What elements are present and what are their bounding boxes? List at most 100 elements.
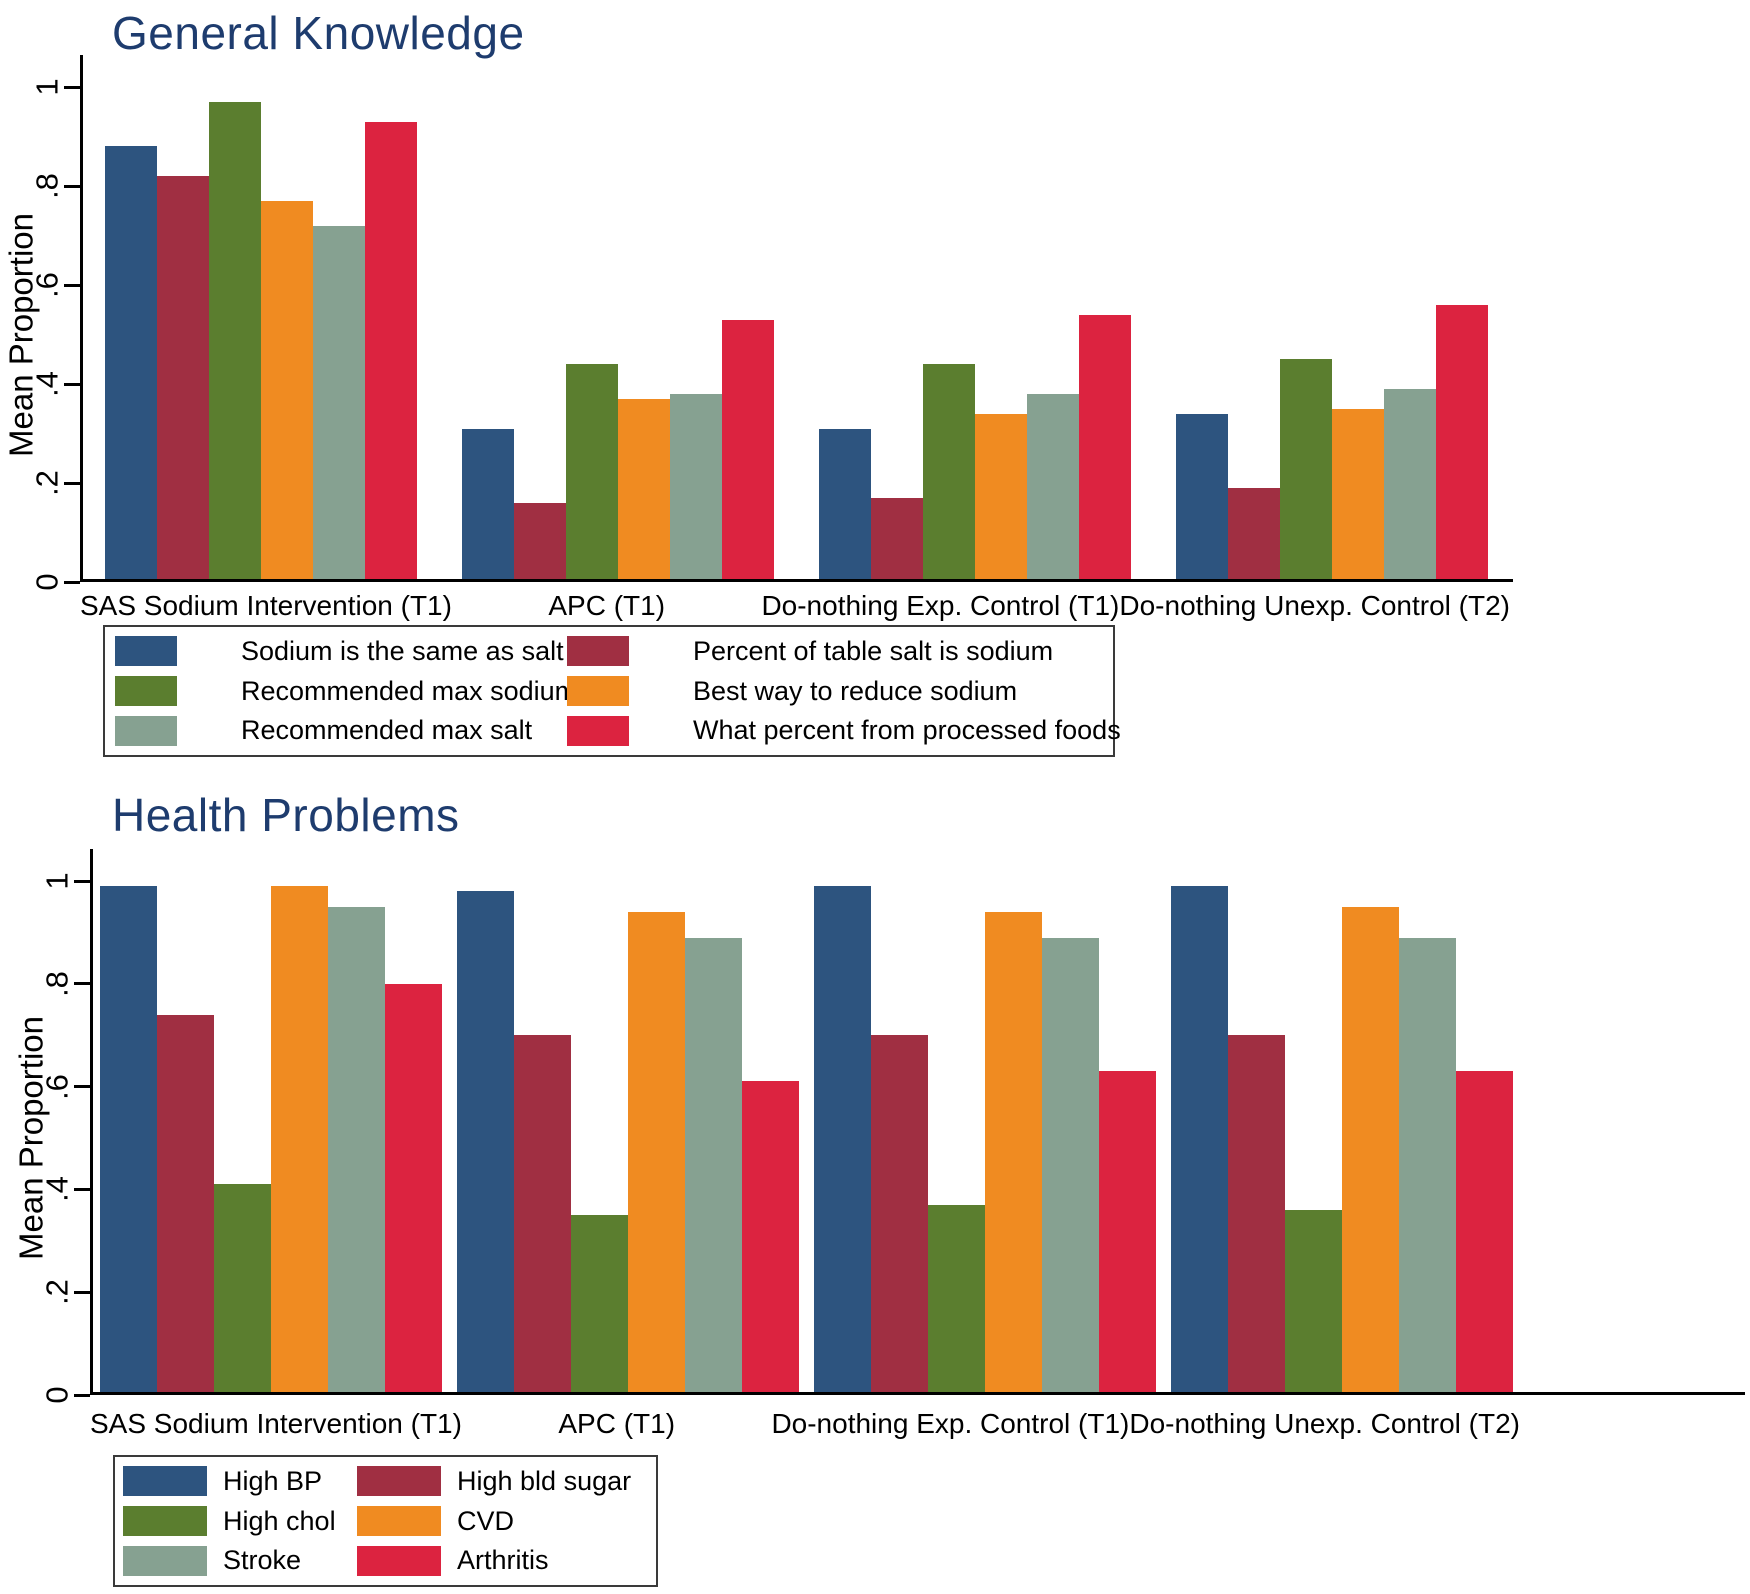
bar-group xyxy=(1153,304,1510,582)
bar xyxy=(722,319,775,582)
x-category-label: SAS Sodium Intervention (T1) xyxy=(90,1408,462,1439)
bar xyxy=(1284,1209,1342,1395)
legend-label: Arthritis xyxy=(457,1545,549,1576)
legend-health-problems: High BP High bld sugar High chol CVD Stroke A… xyxy=(113,1455,658,1587)
bar xyxy=(1435,304,1488,582)
bar xyxy=(818,428,871,582)
x-category-label: SAS Sodium Intervention (T1) xyxy=(80,590,452,621)
bar xyxy=(514,1035,572,1395)
bar xyxy=(1398,937,1456,1395)
bar xyxy=(742,1081,800,1395)
bar xyxy=(214,1184,272,1395)
y-tick xyxy=(64,184,80,188)
y-tick xyxy=(64,382,80,386)
bar xyxy=(1331,408,1384,582)
bar xyxy=(685,937,743,1395)
bar-groups xyxy=(93,849,1520,1395)
x-category-label: Do-nothing Unexp. Control (T2) xyxy=(1119,590,1510,621)
bar xyxy=(365,121,418,582)
legend-item: High chol xyxy=(123,1506,357,1537)
legend-item: What percent from processed foods xyxy=(567,715,1121,746)
legend-label: Recommended max sodium xyxy=(241,675,578,706)
bar xyxy=(457,891,515,1395)
legend-swatch xyxy=(357,1506,441,1536)
legend-label: High bld sugar xyxy=(457,1465,632,1496)
bar-group xyxy=(797,314,1154,582)
legend-label: High BP xyxy=(223,1465,323,1496)
bar xyxy=(385,983,443,1395)
bar xyxy=(571,1215,629,1395)
bar-group xyxy=(1163,886,1520,1395)
bar-groups xyxy=(83,55,1510,582)
legend-label: Best way to reduce sodium xyxy=(693,675,1018,706)
y-tick xyxy=(74,1187,90,1191)
legend-label: Stroke xyxy=(223,1545,302,1576)
legend-swatch xyxy=(123,1545,207,1576)
x-axis-line xyxy=(90,1392,1745,1395)
legend-swatch xyxy=(123,1466,207,1497)
bar xyxy=(1078,314,1131,582)
bar xyxy=(261,200,314,582)
bar xyxy=(813,886,871,1395)
y-tick xyxy=(74,1085,90,1089)
chart-title-health-problems: Health Problems xyxy=(112,789,460,841)
y-tick-label: .8 xyxy=(29,173,65,199)
y-tick xyxy=(74,982,90,986)
legend-label: CVD xyxy=(457,1505,515,1536)
bar xyxy=(1341,906,1399,1395)
bar xyxy=(670,393,723,582)
bar-group xyxy=(440,319,797,582)
y-tick-label: 0 xyxy=(29,573,65,591)
legend-item: Percent of table salt is sodium xyxy=(567,636,1121,667)
legend-item: Arthritis xyxy=(357,1545,656,1576)
legend-label: Percent of table salt is sodium xyxy=(693,635,1054,666)
x-axis-line xyxy=(80,579,1513,582)
bar-group xyxy=(807,886,1164,1395)
y-tick-label: 1 xyxy=(29,78,65,96)
legend-general-knowledge: Sodium is the same as salt Percent of tab… xyxy=(103,625,1121,757)
legend-item: CVD xyxy=(357,1506,656,1537)
bar xyxy=(922,364,975,582)
bar-group xyxy=(83,101,440,582)
legend-swatch xyxy=(123,1506,207,1536)
bar xyxy=(462,428,515,582)
y-tick-label: .2 xyxy=(39,1279,75,1306)
y-tick xyxy=(64,85,80,89)
y-tick xyxy=(74,1393,90,1397)
x-category-label: Do-nothing Exp. Control (T1) xyxy=(761,590,1120,621)
bar xyxy=(1026,393,1079,582)
y-tick-label: 1 xyxy=(39,872,75,890)
legend-item: Stroke xyxy=(123,1545,357,1576)
bar xyxy=(927,1204,985,1395)
bar xyxy=(1041,937,1099,1395)
bar xyxy=(870,497,923,582)
bar xyxy=(328,906,386,1395)
bar xyxy=(1279,359,1332,582)
bar xyxy=(1227,1035,1285,1395)
legend-label: What percent from processed foods xyxy=(693,715,1121,746)
legend-item: High bld sugar xyxy=(357,1466,656,1497)
bar xyxy=(1175,413,1228,582)
legend-item: Recommended max sodium xyxy=(115,676,577,707)
bar xyxy=(105,146,158,582)
bar xyxy=(566,364,619,582)
bar xyxy=(1098,1071,1156,1395)
bar xyxy=(618,398,671,582)
legend-swatch xyxy=(567,715,629,746)
y-tick xyxy=(74,879,90,883)
bar xyxy=(100,886,158,1395)
y-axis-title: Mean Proportion xyxy=(12,1016,50,1260)
plot-area-health-problems: 0.2.4.6.8 1 Mean Proportion xyxy=(13,849,1745,1404)
y-tick xyxy=(64,481,80,485)
legend-swatch xyxy=(115,676,177,706)
bar-group xyxy=(93,886,450,1395)
x-category-label: APC (T1) xyxy=(548,590,666,621)
legend-swatch xyxy=(567,636,629,667)
legend-label: Recommended max salt xyxy=(241,715,533,746)
bar xyxy=(313,225,366,582)
legend-swatch xyxy=(115,715,177,746)
legend-swatch xyxy=(115,636,177,667)
bar xyxy=(157,176,210,582)
x-axis-labels-general-knowledge: SAS Sodium Intervention (T1) APC (T1) Do-n… xyxy=(80,590,1510,622)
